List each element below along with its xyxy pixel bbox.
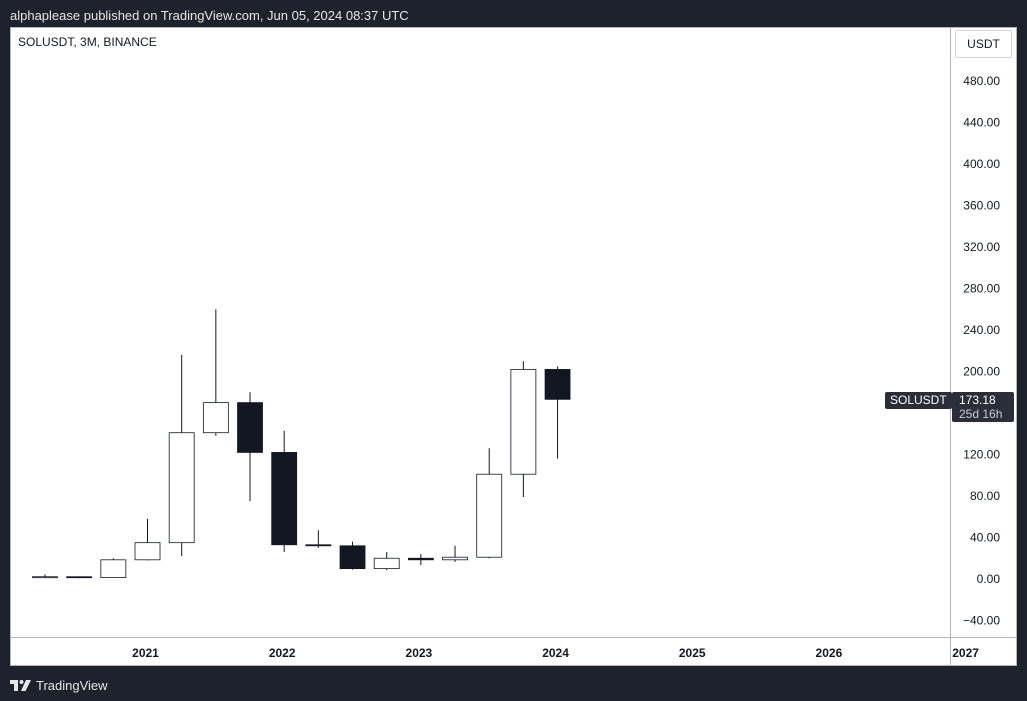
candle[interactable]	[442, 545, 468, 562]
candle[interactable]	[202, 309, 229, 436]
candle-body-down	[544, 369, 571, 400]
candle[interactable]	[237, 392, 263, 502]
time-tick-label: 2023	[406, 646, 433, 660]
time-tick-label: 2025	[679, 646, 706, 660]
price-tick-label: 280.00	[963, 282, 1000, 296]
candles-group	[32, 309, 571, 579]
candle-body-down	[237, 402, 263, 453]
last-price-label: 173.18 25d 16h	[952, 392, 1014, 422]
tradingview-brand-text: TradingView	[36, 677, 108, 693]
bar-countdown: 25d 16h	[959, 407, 1003, 421]
price-tick-label: 360.00	[963, 199, 1000, 213]
candle-body-up	[100, 559, 127, 578]
candle-body-up	[476, 473, 503, 558]
price-tick-label: 480.00	[963, 74, 1000, 88]
candle[interactable]	[476, 448, 503, 559]
price-axis-ticks: 480.00 440.00 400.00 360.00 320.00 280.00 240.…	[963, 74, 1000, 628]
price-tick-label: 80.00	[970, 489, 1000, 503]
candle[interactable]	[339, 541, 366, 570]
symbol-legend[interactable]: SOLUSDT, 3M, BINANCE	[18, 35, 157, 49]
time-tick-label: 2021	[132, 646, 159, 660]
candle[interactable]	[32, 574, 58, 579]
candle[interactable]	[407, 554, 434, 565]
candle[interactable]	[66, 576, 93, 579]
price-tick-label: 200.00	[963, 365, 1000, 379]
candle[interactable]	[373, 552, 400, 571]
time-tick-label: 2026	[816, 646, 843, 660]
candle[interactable]	[510, 361, 537, 498]
candle[interactable]	[271, 430, 298, 553]
candle-body-up	[510, 369, 537, 475]
published-header: alphaplease published on TradingView.com…	[10, 8, 409, 23]
symbol-price-label: SOLUSDT	[885, 392, 952, 409]
chart-frame	[10, 27, 1017, 666]
candle-body-down	[339, 545, 366, 570]
price-tick-label: 240.00	[963, 323, 1000, 337]
time-axis-ticks: 2021 2022 2023 2024 2025 2026 2027	[132, 646, 979, 660]
candle[interactable]	[168, 354, 195, 557]
candle-body-up	[168, 432, 195, 544]
price-tick-label: 0.00	[977, 572, 1001, 586]
price-tick-label: 400.00	[963, 157, 1000, 171]
candle[interactable]	[100, 558, 127, 578]
price-tick-label: 40.00	[970, 531, 1000, 545]
last-price-value: 173.18	[959, 393, 996, 407]
candle-body-up	[442, 556, 468, 561]
candle-body-down	[407, 557, 434, 561]
candle[interactable]	[544, 366, 571, 459]
time-tick-label: 2024	[542, 646, 569, 660]
currency-unit-button[interactable]: USDT	[955, 30, 1012, 58]
price-tick-label: 440.00	[963, 116, 1000, 130]
tradingview-branding[interactable]: TradingView	[10, 675, 108, 695]
time-tick-label: 2022	[269, 646, 296, 660]
candle-body-down	[305, 544, 332, 547]
candle-body-up	[134, 542, 161, 561]
candle[interactable]	[305, 530, 332, 548]
tradingview-logo-icon	[10, 680, 31, 691]
price-tick-label: 120.00	[963, 448, 1000, 462]
price-tick-label: 320.00	[963, 240, 1000, 254]
price-tick-label: −40.00	[963, 614, 1000, 628]
candle-body-up	[202, 402, 229, 434]
time-tick-label: 2027	[952, 646, 979, 660]
candle-body-up	[373, 557, 400, 570]
candle-body-down	[271, 452, 298, 546]
candle-body-down	[66, 576, 93, 579]
candle-body-up	[32, 576, 58, 579]
candle[interactable]	[134, 518, 161, 561]
